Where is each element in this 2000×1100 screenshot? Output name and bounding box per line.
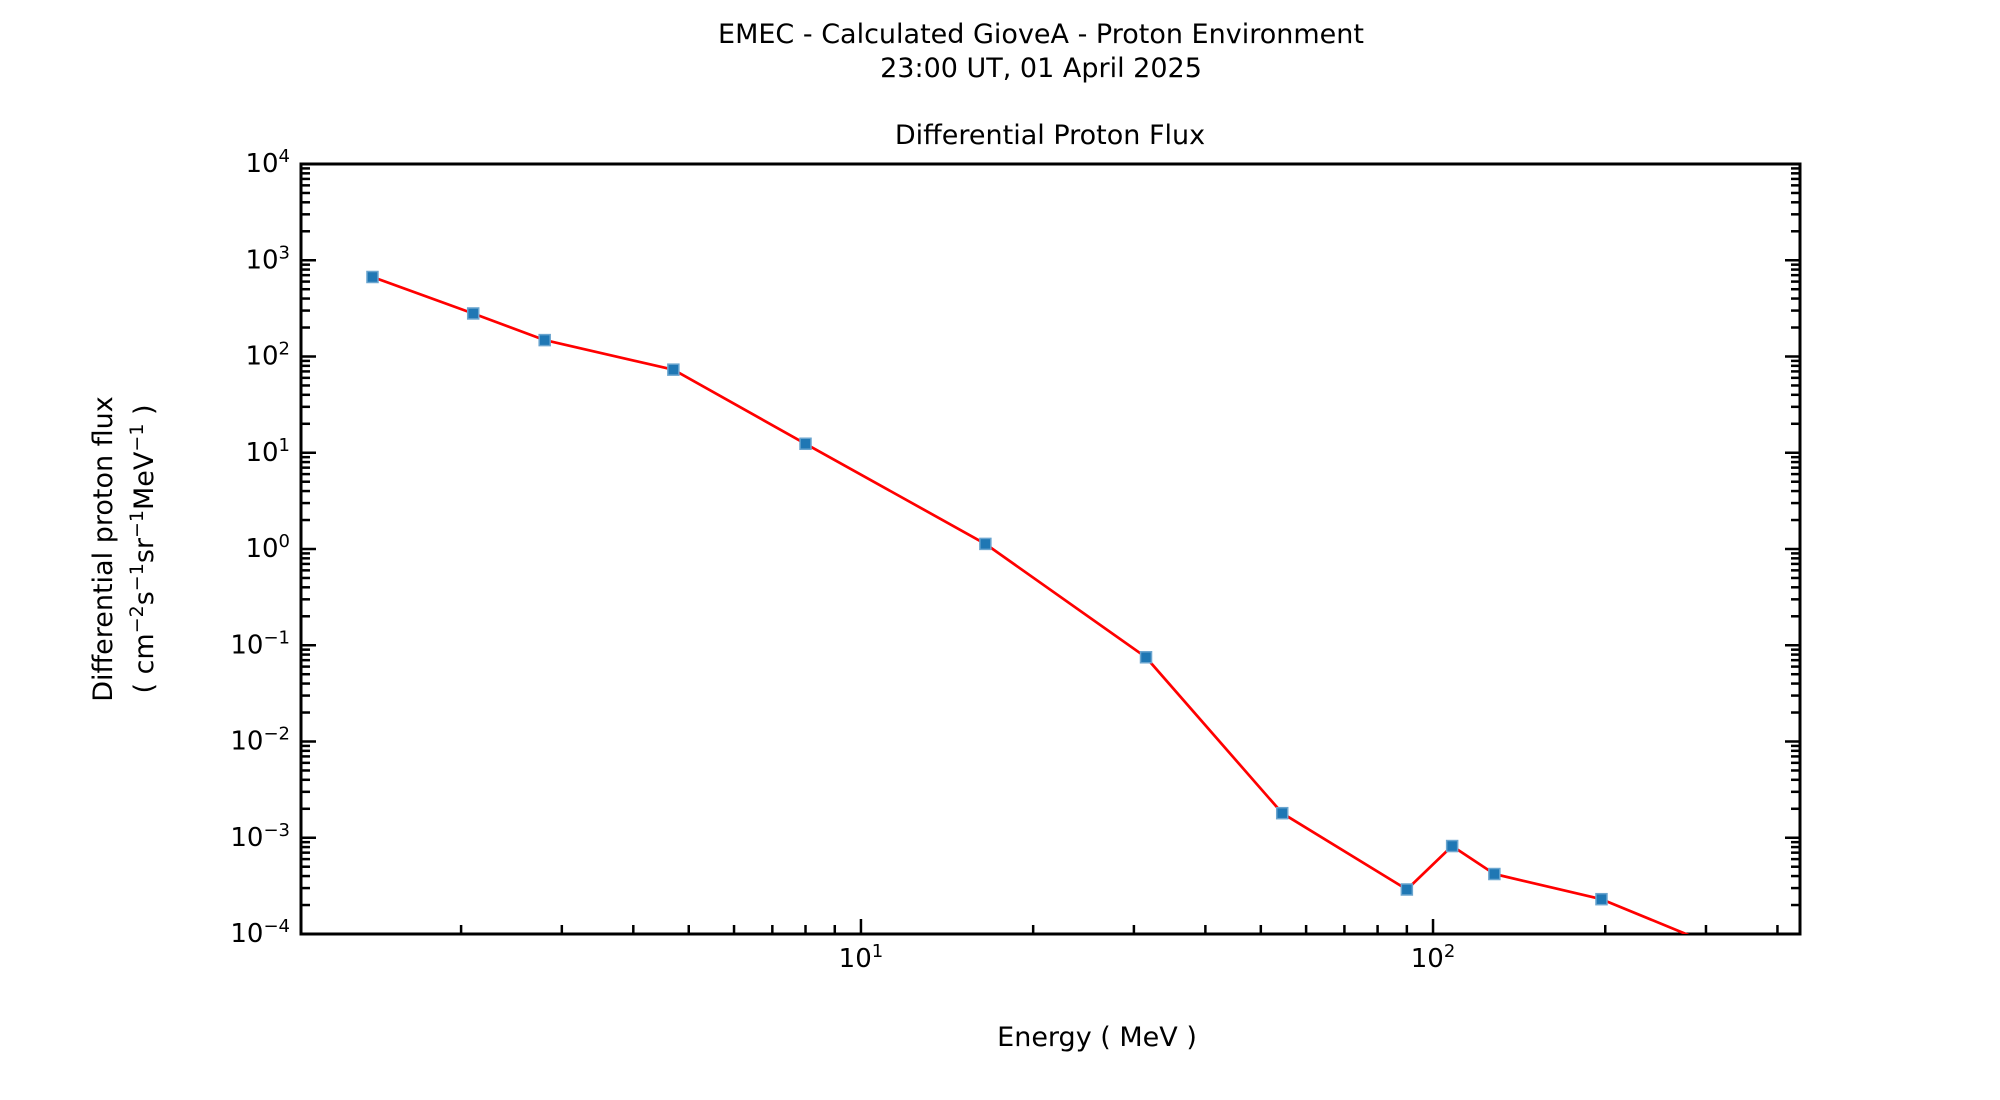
data-point-marker bbox=[1400, 883, 1414, 896]
plot-area: 104 103 102 101 100 10−1 10−2 10−3 10−4 101 102 bbox=[230, 146, 1802, 974]
y-major-ticks bbox=[301, 162, 1800, 936]
y-tick-label: 10−3 bbox=[230, 820, 290, 853]
data-point-marker bbox=[1595, 892, 1608, 906]
data-point-marker bbox=[667, 363, 680, 376]
x-major-ticks bbox=[859, 919, 1435, 934]
series-line bbox=[372, 275, 1690, 934]
y-tick-label: 10−1 bbox=[230, 627, 290, 660]
data-point-marker bbox=[366, 270, 379, 284]
data-point-marker bbox=[799, 437, 812, 451]
figure-title-line1: EMEC - Calculated GioveA - Proton Enviro… bbox=[718, 19, 1364, 50]
figure-title-line2: 23:00 UT, 01 April 2025 bbox=[880, 53, 1202, 84]
y-tick-label: 104 bbox=[245, 146, 290, 179]
y-minor-ticks bbox=[301, 167, 1800, 907]
series-markers bbox=[366, 270, 1735, 958]
data-point-marker bbox=[1488, 867, 1501, 881]
data-point-marker bbox=[538, 333, 551, 347]
data-point-marker bbox=[1139, 651, 1153, 664]
data-point-marker bbox=[1275, 806, 1289, 820]
data-point-marker bbox=[1724, 947, 1735, 958]
x-tick-labels: 101 102 bbox=[839, 941, 1456, 974]
y-tick-label: 100 bbox=[245, 531, 290, 564]
y-tick-label: 101 bbox=[245, 435, 290, 468]
y-tick-label: 10−4 bbox=[230, 916, 290, 949]
x-axis-label: Energy ( MeV ) bbox=[997, 1022, 1197, 1053]
y-tick-label: 10−2 bbox=[230, 724, 290, 757]
y-axis-label-units: ( cm−2s−1sr−1MeV−1 ) bbox=[126, 404, 160, 693]
x-minor-ticks bbox=[459, 925, 1779, 934]
plot-border bbox=[299, 162, 1802, 936]
axes-title: Differential Proton Flux bbox=[895, 120, 1205, 151]
x-tick-label: 102 bbox=[1411, 941, 1456, 974]
data-point-marker bbox=[466, 307, 480, 320]
y-tick-label: 103 bbox=[245, 242, 290, 275]
x-tick-label: 101 bbox=[839, 941, 884, 974]
data-point-marker bbox=[979, 537, 992, 551]
y-axis-label-line1: Differential proton flux bbox=[88, 396, 119, 702]
y-tick-label: 102 bbox=[245, 339, 290, 372]
data-point-marker bbox=[1445, 839, 1459, 853]
y-tick-labels: 104 103 102 101 100 10−1 10−2 10−3 10−4 bbox=[230, 146, 290, 949]
